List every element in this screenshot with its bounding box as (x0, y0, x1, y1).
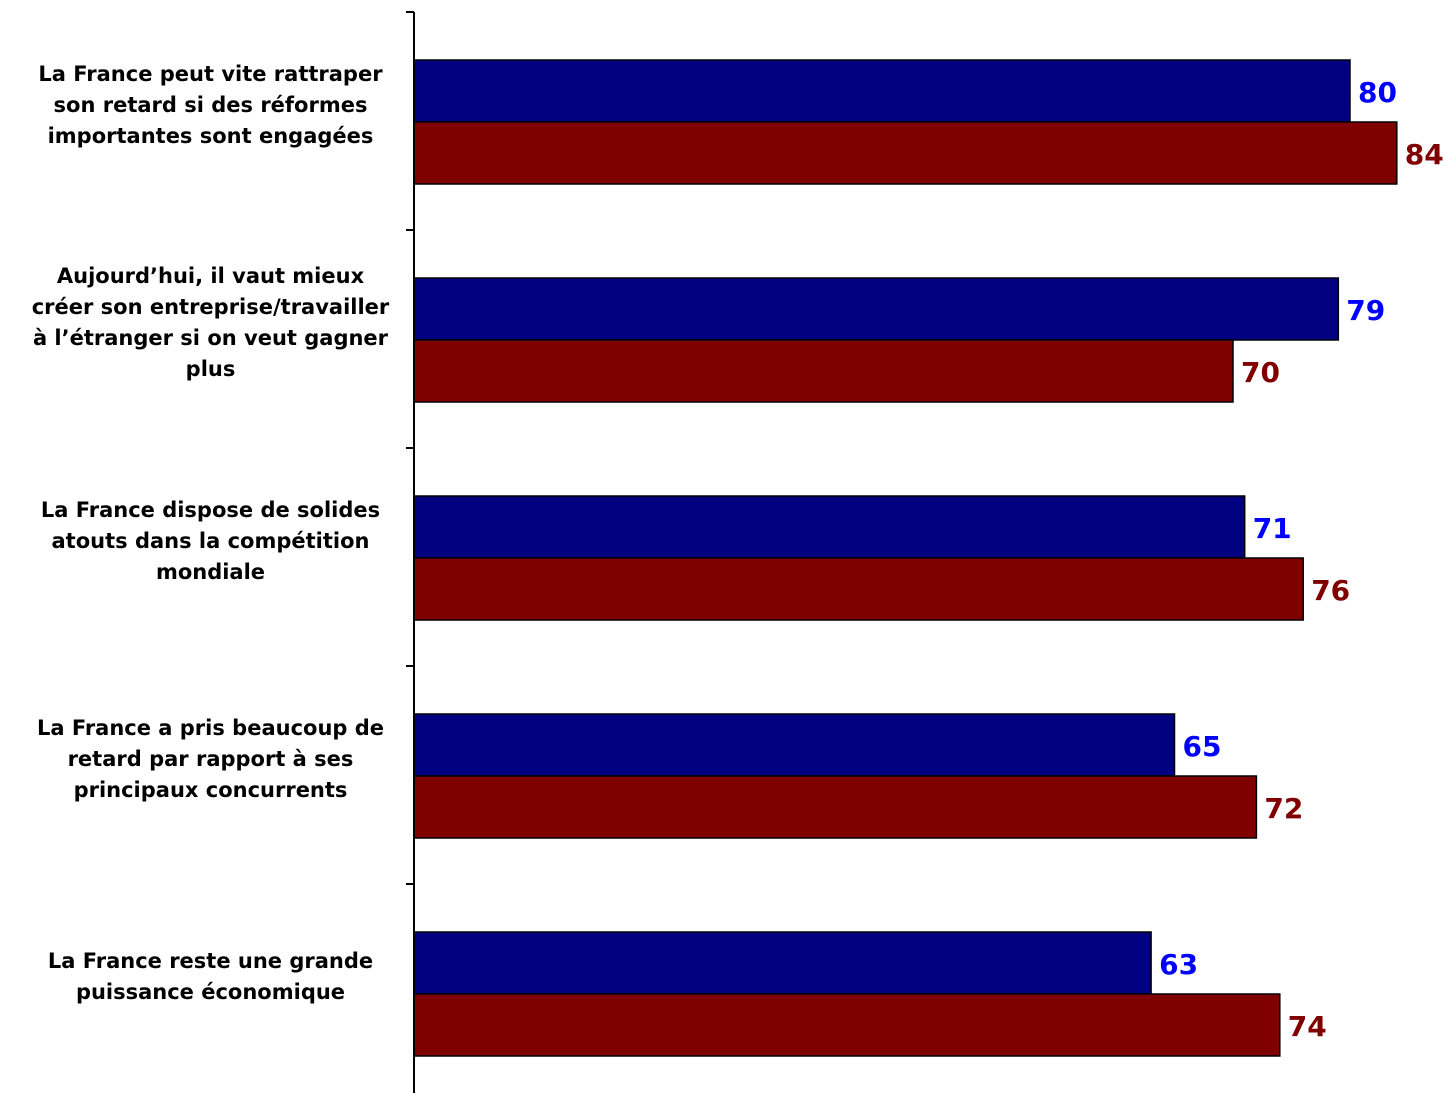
category-label-line: Aujourd’hui, il vaut mieux (56, 264, 365, 288)
bar-series-2-cat-1 (413, 121, 1398, 185)
category-label-line: principaux concurrents (73, 777, 348, 802)
bar-series-1-cat-4 (413, 713, 1176, 777)
value-label-series-1-cat-3: 71 (1253, 512, 1292, 545)
category-label-3: La France dispose de solides atouts dans … (18, 495, 403, 588)
bar-series-1-cat-1 (413, 59, 1351, 123)
category-label-line: importantes sont engagées (47, 123, 374, 148)
bar-series-1-cat-3 (413, 495, 1246, 559)
category-label-line: La France reste une grande (47, 949, 374, 973)
category-label-line: plus (185, 357, 236, 381)
value-label-series-2-cat-1: 84 (1405, 138, 1444, 171)
category-label-line: à l’étranger si on veut gagner (32, 326, 389, 350)
category-label-line: son retard si des réformes (53, 92, 368, 117)
bars-layer (413, 59, 1398, 1057)
category-label-2: Aujourd’hui, il vaut mieux créer son entr… (18, 261, 403, 385)
category-label-line: La France dispose de solides (40, 497, 381, 522)
y-axis (406, 11, 415, 1093)
value-label-series-2-cat-4: 72 (1264, 792, 1303, 825)
category-label-line: créer son entreprise/travailler (31, 295, 390, 319)
category-label-line: La France a pris beaucoup de (36, 715, 385, 740)
value-label-series-2-cat-5: 74 (1288, 1010, 1327, 1043)
value-label-series-1-cat-2: 79 (1346, 294, 1385, 327)
value-label-series-1-cat-4: 65 (1183, 730, 1222, 763)
category-label-5: La France reste une grande puissance écon… (18, 946, 403, 1008)
category-label-line: puissance économique (75, 980, 346, 1004)
category-label-line: retard par rapport à ses (67, 746, 354, 771)
bar-series-2-cat-3 (413, 557, 1304, 621)
category-label-line: La France peut vite rattraper (38, 61, 383, 86)
bar-series-2-cat-4 (413, 775, 1258, 839)
category-label-1: La France peut vite rattraper son retard … (18, 59, 403, 152)
value-label-series-2-cat-3: 76 (1311, 574, 1350, 607)
bar-series-2-cat-2 (413, 339, 1234, 403)
bar-series-1-cat-2 (413, 277, 1340, 341)
category-label-line: mondiale (155, 559, 266, 584)
category-label-line: atouts dans la compétition (51, 528, 370, 553)
bar-series-1-cat-5 (413, 931, 1152, 995)
category-label-4: La France a pris beaucoup de retard par r… (18, 713, 403, 806)
value-label-series-1-cat-1: 80 (1358, 76, 1397, 109)
value-label-series-1-cat-5: 63 (1159, 948, 1198, 981)
value-label-series-2-cat-2: 70 (1241, 356, 1280, 389)
bar-series-2-cat-5 (413, 993, 1281, 1057)
